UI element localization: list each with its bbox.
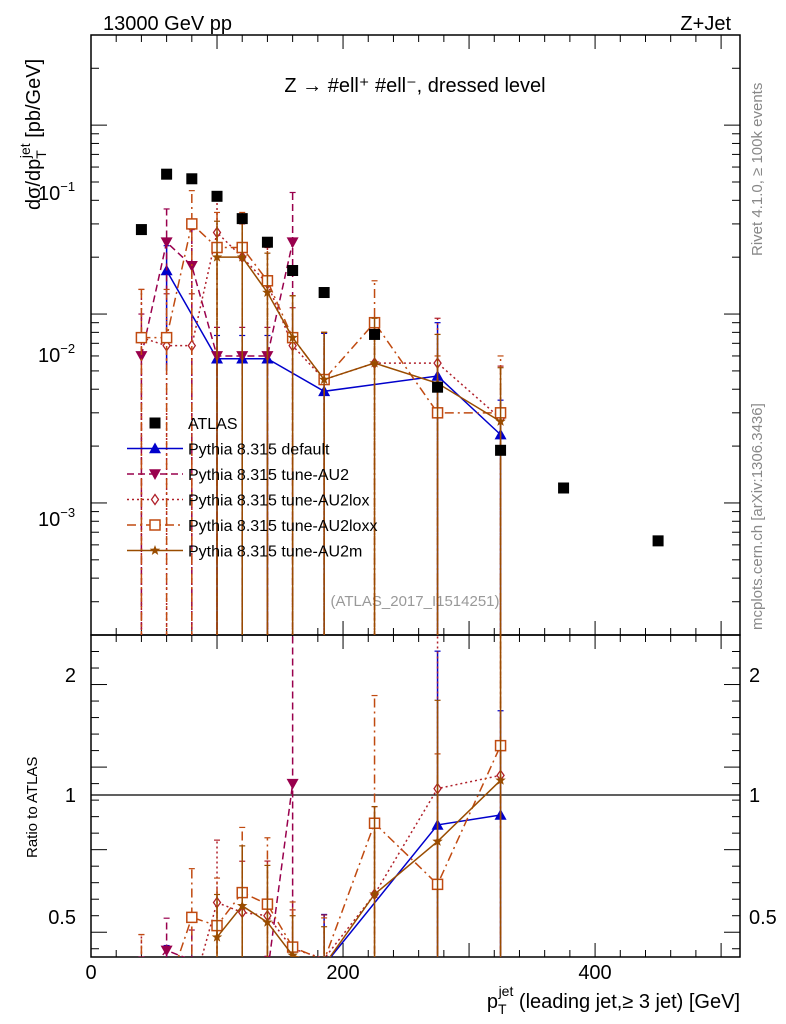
atlas-point xyxy=(261,236,273,248)
atlas-point xyxy=(287,265,299,277)
legend-marker xyxy=(150,493,160,506)
legend: ATLAS Pythia 8.315 default Pythia 8.315 tu… xyxy=(127,416,377,561)
data-point xyxy=(286,237,299,249)
watermark: (ATLAS_2017_I1514251) xyxy=(330,593,499,610)
ratio-point xyxy=(432,835,443,846)
ylabel-bottom: Ratio to ATLAS xyxy=(24,757,41,858)
series-4 xyxy=(211,220,506,635)
atlas-point xyxy=(652,535,664,547)
ytick-label-bottom-1-right: 1 xyxy=(749,785,760,807)
data-point xyxy=(236,251,248,262)
ratio-point xyxy=(262,916,273,927)
top-panel-plot xyxy=(135,168,664,635)
side-label-mcplots: mcplots.cern.ch [arXiv:1306.3436] xyxy=(749,403,766,630)
atlas-data xyxy=(135,168,664,547)
ratio-point xyxy=(160,945,173,957)
chart-title: Z → #ell⁺ #ell⁻, dressed level xyxy=(284,75,545,97)
ytick-label-bottom-2-right: 2 xyxy=(749,665,760,687)
ytick-label-bottom-05-left: 0.5 xyxy=(48,907,76,929)
legend-label: Pythia 8.315 default xyxy=(188,442,330,459)
data-point xyxy=(318,374,330,385)
ytick-label-bottom-1-left: 1 xyxy=(65,785,76,807)
atlas-point xyxy=(369,328,381,340)
legend-marker xyxy=(149,442,161,454)
ratio-point xyxy=(287,949,298,957)
xtick-label-400: 400 xyxy=(578,962,611,984)
atlas-point xyxy=(186,173,198,185)
data-point xyxy=(495,415,506,426)
legend-label: Pythia 8.315 tune-AU2loxx xyxy=(188,518,377,535)
ratio-point xyxy=(236,900,248,911)
legend-marker xyxy=(149,519,161,531)
ytick-label-bottom-05-right: 0.5 xyxy=(749,907,777,929)
data-point xyxy=(135,331,148,344)
ytick-label-top-2: 10−2 xyxy=(38,341,75,367)
atlas-point xyxy=(211,190,223,202)
atlas-point xyxy=(432,381,444,393)
ratio-series-4 xyxy=(211,635,506,957)
series-line xyxy=(217,256,501,423)
series-line xyxy=(141,222,501,414)
ratio-point xyxy=(495,774,506,785)
ratio-series-1 xyxy=(138,635,299,957)
ratio-point xyxy=(369,888,380,899)
data-point xyxy=(135,351,148,362)
data-point xyxy=(186,218,198,230)
atlas-point xyxy=(495,444,507,456)
atlas-point xyxy=(161,168,173,180)
header-right: Z+Jet xyxy=(680,13,731,35)
legend-marker xyxy=(149,545,161,555)
atlas-point xyxy=(236,213,248,225)
data-point xyxy=(160,237,173,249)
legend-label: Pythia 8.315 tune-AU2lox xyxy=(188,493,369,510)
xlabel: pTjet (leading jet,≥ 3 jet) [GeV] xyxy=(487,983,740,1017)
ratio-point xyxy=(286,778,299,790)
atlas-point xyxy=(135,224,147,236)
bottom-panel-plot xyxy=(138,635,507,957)
data-point xyxy=(211,251,223,262)
atlas-point xyxy=(558,482,570,494)
ytick-label-top-1: 10−1 xyxy=(38,179,75,205)
xtick-label-200: 200 xyxy=(326,962,359,984)
data-point xyxy=(262,287,273,297)
ytick-label-bottom-2-left: 2 xyxy=(65,665,76,687)
data-point xyxy=(185,261,198,272)
series-line xyxy=(141,231,502,420)
bottom-panel-frame xyxy=(90,634,741,958)
data-point xyxy=(369,357,380,368)
atlas-point xyxy=(318,287,330,299)
legend-marker xyxy=(149,469,161,480)
xtick-label-0: 0 xyxy=(85,962,96,984)
side-label-rivet: Rivet 4.1.0, ≥ 100k events xyxy=(749,83,766,256)
header-left: 13000 GeV pp xyxy=(103,13,232,35)
ylabel-top: dσ/dpTjet [pb/GeV] xyxy=(17,59,49,210)
ratio-point xyxy=(211,931,223,942)
legend-marker xyxy=(149,417,161,429)
data-point xyxy=(160,331,173,344)
data-point xyxy=(287,332,298,343)
ytick-label-top-3: 10−3 xyxy=(38,505,75,531)
legend-label: Pythia 8.315 tune-AU2 xyxy=(188,467,349,484)
ratio-point xyxy=(186,911,198,924)
legend-label: ATLAS xyxy=(188,416,238,433)
ratio-line xyxy=(216,779,502,957)
legend-label: Pythia 8.315 tune-AU2m xyxy=(188,544,362,561)
